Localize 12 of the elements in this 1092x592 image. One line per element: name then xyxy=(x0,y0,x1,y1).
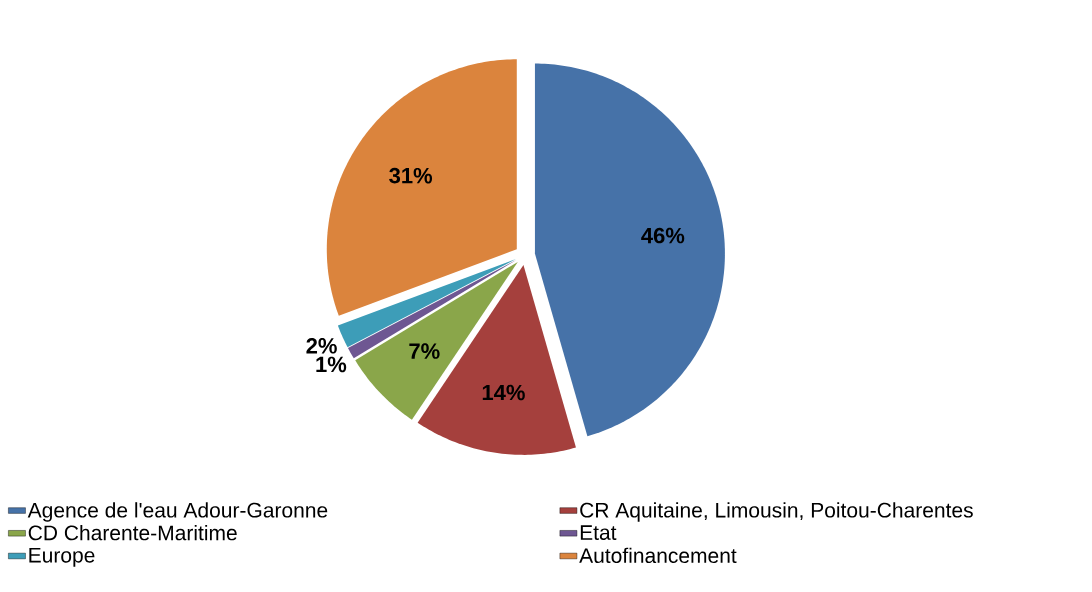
data-label: 14% xyxy=(482,384,525,401)
legend-label: CR Aquitaine, Limousin, Poitou-Charentes xyxy=(580,502,973,522)
data-label: 2% xyxy=(306,338,337,354)
legend-label: Agence de l'eau Adour-Garonne xyxy=(27,502,328,522)
legend-label: Europe xyxy=(29,548,95,567)
data-label: 46% xyxy=(641,227,685,244)
legend-label: Autofinancement xyxy=(579,547,737,564)
legend-label: CD Charente-Maritime xyxy=(28,524,237,541)
legend-label: Etat xyxy=(580,525,617,540)
data-label: 1% xyxy=(316,356,347,373)
data-label: 7% xyxy=(409,343,440,359)
data-label: 31% xyxy=(389,167,433,184)
